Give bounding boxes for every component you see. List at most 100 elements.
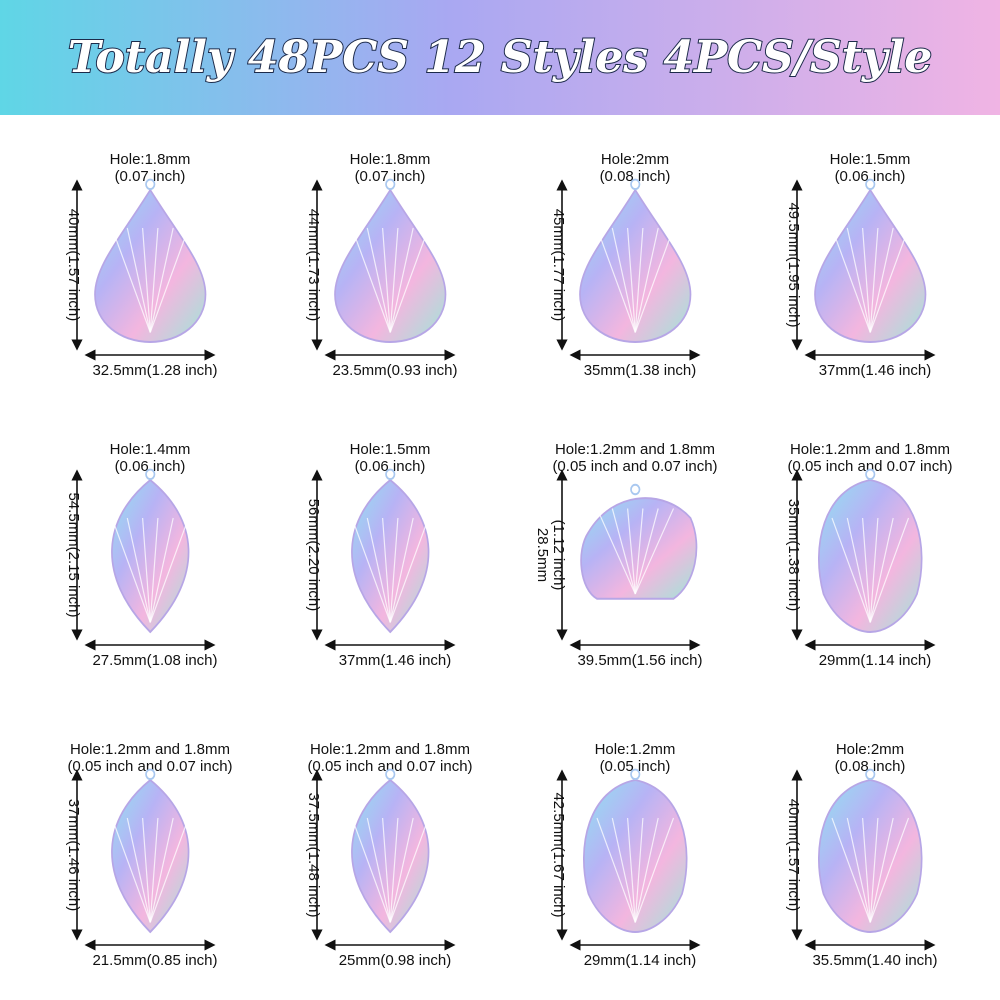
pendant-texture (142, 227, 151, 333)
pendant-texture (831, 517, 871, 623)
pendant-texture (831, 817, 871, 923)
hole-label: Hole:1.4mm (110, 441, 191, 458)
width-label: 29mm(1.14 inch) (819, 652, 932, 669)
width-label: 27.5mm(1.08 inch) (92, 652, 217, 669)
pendant (111, 768, 190, 934)
hole-label: (0.06 inch) (115, 458, 186, 475)
pendant-texture (149, 227, 159, 333)
height-label: 45mm(1.77 inch) (550, 209, 567, 322)
hole-label: (0.05 inch and 0.07 inch) (787, 458, 952, 475)
pendant-hole (865, 768, 876, 780)
pendant-hole (145, 768, 156, 780)
pendant (818, 768, 923, 933)
hole-label: Hole:2mm (601, 151, 669, 168)
pendant-texture (869, 517, 910, 623)
pendant-shape (111, 478, 190, 634)
pendant-texture (149, 517, 190, 623)
pendant (351, 768, 430, 934)
hole-label: (0.05 inch and 0.07 inch) (552, 458, 717, 475)
pendant-shape (583, 779, 688, 933)
pendant-texture (366, 817, 391, 923)
pendant-texture (596, 508, 636, 595)
pendant-texture (149, 517, 174, 623)
height-label: 40mm(1.57 inch) (785, 799, 802, 912)
hole-label: Hole:1.2mm and 1.8mm (555, 441, 715, 458)
pendant-texture (149, 227, 190, 333)
pendant (818, 468, 923, 633)
width-label: 37mm(1.46 inch) (819, 362, 932, 379)
pendant-texture (634, 508, 675, 595)
width-label: 29mm(1.14 inch) (584, 952, 697, 969)
pendant-texture (611, 508, 636, 595)
pendant-shape (351, 478, 430, 634)
hole-label: Hole:1.8mm (350, 151, 431, 168)
pendant-hole (630, 768, 641, 780)
width-label: 32.5mm(1.28 inch) (92, 362, 217, 379)
pendant-hole (630, 178, 641, 190)
pendant-texture (869, 817, 894, 923)
pendant-texture (142, 817, 151, 923)
height-label: 54.5mm(2.15 inch) (65, 492, 82, 617)
hole-label: Hole:1.5mm (830, 151, 911, 168)
pendant-texture (389, 817, 399, 923)
pendant-texture (627, 508, 636, 595)
hole-label: (0.08 inch) (835, 758, 906, 775)
pendant-texture (869, 227, 910, 333)
pendant-texture (634, 508, 659, 595)
height-label: 44mm(1.73 inch) (305, 209, 322, 322)
height-label: 37.5mm(1.48 inch) (305, 792, 322, 917)
hole-label: Hole:1.2mm and 1.8mm (310, 741, 470, 758)
pendant-texture (634, 227, 675, 333)
pendant-texture (389, 517, 430, 623)
hole-label: (0.07 inch) (115, 168, 186, 185)
height-label: 56mm(2.20 inch) (305, 499, 322, 612)
pendant-texture (111, 227, 151, 333)
hole-label: Hole:2mm (836, 741, 904, 758)
pendant-hole (385, 178, 396, 190)
pendant-texture (862, 817, 871, 923)
pendant-texture (126, 227, 151, 333)
pendant-hole (630, 483, 641, 496)
pendant-texture (389, 817, 430, 923)
pendant-hole (865, 468, 876, 480)
pendant-texture (634, 817, 644, 923)
pendant-texture (351, 227, 391, 333)
pendant-shape (814, 188, 927, 343)
pendant-shape (818, 479, 923, 633)
width-label: 35.5mm(1.40 inch) (812, 952, 937, 969)
width-label: 37mm(1.46 inch) (339, 652, 452, 669)
pendant-shape (111, 778, 190, 934)
pendant-hole (865, 178, 876, 190)
pendant (351, 468, 430, 634)
pendant-texture (366, 517, 391, 623)
pendant-texture (126, 517, 151, 623)
pendant-texture (634, 817, 675, 923)
hole-label: (0.05 inch and 0.07 inch) (307, 758, 472, 775)
height-label: 35mm(1.38 inch) (785, 499, 802, 612)
hole-label: (0.05 inch) (600, 758, 671, 775)
hole-label: Hole:1.2mm (595, 741, 676, 758)
pendant-texture (627, 227, 636, 333)
height-label: (1.12 inch) (550, 520, 567, 591)
height-label: 37mm(1.46 inch) (65, 799, 82, 912)
pendant-texture (596, 227, 636, 333)
hole-label: Hole:1.2mm and 1.8mm (790, 441, 950, 458)
pendant (814, 178, 927, 343)
hole-label: (0.07 inch) (355, 168, 426, 185)
pendant (334, 178, 447, 343)
pendant-texture (846, 517, 871, 623)
pendant-texture (149, 227, 174, 333)
pendant-shape (818, 779, 923, 933)
width-label: 23.5mm(0.93 inch) (332, 362, 457, 379)
pendant-shape (94, 188, 207, 343)
pendant (94, 178, 207, 343)
pendant-hole (145, 468, 156, 480)
pendant-texture (149, 817, 174, 923)
hole-label: (0.08 inch) (600, 168, 671, 185)
pendant-texture (869, 517, 894, 623)
pendant-texture (634, 227, 644, 333)
pendant-texture (149, 517, 159, 623)
pendant-texture (389, 227, 414, 333)
hole-label: (0.05 inch and 0.07 inch) (67, 758, 232, 775)
